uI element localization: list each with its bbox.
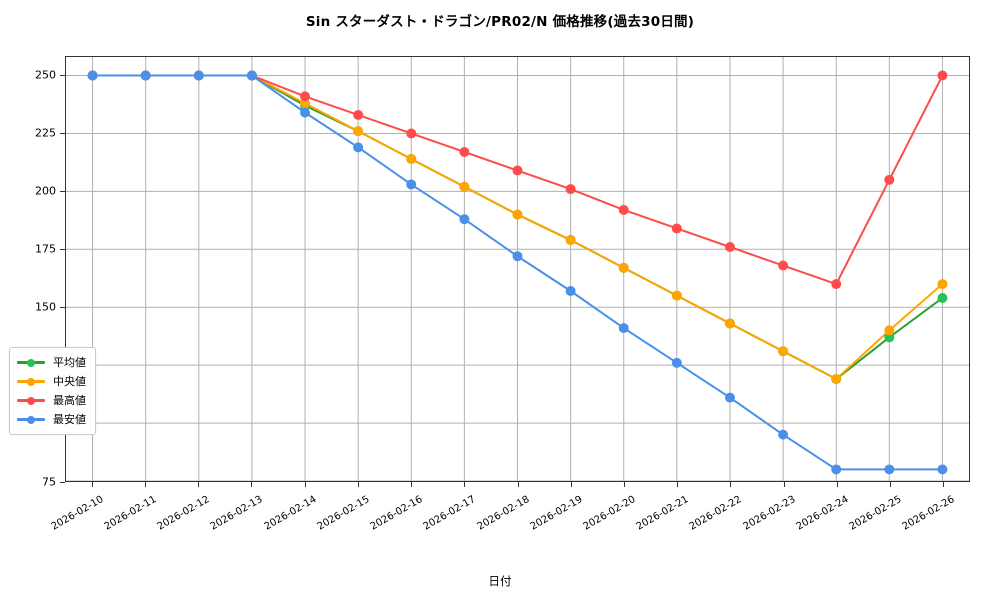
series-data-point: [937, 279, 948, 290]
x-tick-mark: [251, 482, 253, 487]
series-data-point: [565, 235, 576, 246]
series-data-point: [406, 153, 417, 164]
series-data-point: [140, 70, 151, 81]
series-data-point: [618, 323, 629, 334]
legend-item-中央値[interactable]: 中央値: [17, 372, 86, 391]
x-tick-mark: [677, 482, 679, 487]
series-line: [93, 76, 943, 380]
series-data-point: [459, 147, 470, 157]
series-data-point: [778, 346, 789, 357]
series-data-point: [724, 392, 735, 403]
legend-swatch-icon: [17, 376, 45, 388]
y-tick-mark: [60, 249, 65, 251]
series-data-point: [831, 464, 842, 475]
series-data-point: [87, 70, 98, 81]
y-tick-label: 150: [35, 300, 56, 314]
x-tick-mark: [836, 482, 838, 487]
x-tick-mark: [411, 482, 413, 487]
legend-label: 最高値: [53, 394, 86, 407]
chart-legend: 平均値中央値最高値最安値: [9, 347, 96, 435]
y-tick-mark: [60, 74, 65, 76]
series-data-point: [671, 290, 682, 301]
x-tick-mark: [570, 482, 572, 487]
x-tick-mark: [464, 482, 466, 487]
series-data-point: [778, 429, 789, 440]
series-data-point: [512, 251, 523, 262]
legend-label: 最安値: [53, 413, 86, 426]
y-tick-mark: [60, 191, 65, 193]
series-data-point: [671, 357, 682, 368]
series-data-point: [300, 107, 311, 118]
series-line: [93, 76, 943, 380]
legend-item-最高値[interactable]: 最高値: [17, 391, 86, 410]
series-data-point: [353, 142, 364, 153]
legend-marker-dot: [27, 377, 35, 386]
legend-marker-dot: [27, 396, 35, 405]
series-data-point: [300, 98, 311, 109]
legend-item-最安値[interactable]: 最安値: [17, 410, 86, 429]
series-data-point: [353, 109, 364, 120]
legend-label: 中央値: [53, 375, 86, 388]
series-data-point: [618, 262, 629, 273]
x-tick-mark: [890, 482, 892, 487]
x-tick-mark: [943, 482, 945, 487]
series-data-point: [937, 464, 948, 475]
series-data-point: [459, 181, 470, 192]
series-data-point: [459, 214, 470, 225]
x-tick-mark: [730, 482, 732, 487]
x-tick-mark: [198, 482, 200, 487]
y-tick-label: 250: [35, 68, 56, 82]
series-data-point: [831, 279, 842, 290]
legend-swatch-icon: [17, 357, 45, 369]
plot-area: [65, 56, 970, 482]
legend-item-平均値[interactable]: 平均値: [17, 353, 86, 372]
series-data-point: [831, 374, 842, 385]
series-data-point: [512, 165, 523, 176]
y-tick-label: 200: [35, 184, 56, 198]
x-tick-mark: [144, 482, 146, 487]
series-data-point: [884, 174, 895, 185]
series-data-point: [884, 332, 895, 343]
series-data-point: [565, 184, 576, 195]
series-data-point: [778, 260, 789, 271]
chart-title: Sin スターダスト・ドラゴン/PR02/N 価格推移(過去30日間): [305, 14, 695, 30]
series-data-point: [406, 179, 417, 190]
x-tick-mark: [623, 482, 625, 487]
series-data-point: [884, 325, 895, 336]
series-data-point: [724, 242, 735, 252]
y-tick-label: 225: [35, 126, 56, 140]
x-tick-mark: [304, 482, 306, 487]
series-data-point: [353, 126, 364, 137]
legend-label: 平均値: [53, 356, 86, 369]
legend-marker-dot: [27, 415, 35, 424]
series-data-point: [937, 292, 948, 303]
y-tick-mark: [60, 307, 65, 309]
series-data-point: [724, 318, 735, 329]
legend-swatch-icon: [17, 395, 45, 407]
y-tick-mark: [60, 132, 65, 134]
series-line: [93, 76, 943, 470]
x-tick-mark: [783, 482, 785, 487]
series-data-point: [193, 70, 204, 81]
y-tick-label: 175: [35, 242, 56, 256]
y-tick-mark: [60, 482, 65, 483]
series-data-point: [246, 70, 257, 81]
series-data-point: [512, 209, 523, 220]
series-data-point: [884, 464, 895, 475]
x-tick-mark: [91, 482, 93, 487]
legend-swatch-icon: [17, 414, 45, 426]
x-tick-mark: [357, 482, 359, 487]
series-data-point: [671, 223, 682, 234]
series-data-point: [937, 70, 948, 81]
legend-marker-dot: [27, 358, 35, 367]
series-data-point: [300, 91, 311, 102]
y-tick-label: 75: [42, 475, 56, 489]
x-tick-mark: [517, 482, 519, 487]
series-data-point: [406, 128, 417, 139]
series-layer: [87, 70, 948, 475]
series-data-point: [618, 204, 629, 215]
x-axis-label: 日付: [488, 574, 512, 588]
series-data-point: [565, 286, 576, 296]
